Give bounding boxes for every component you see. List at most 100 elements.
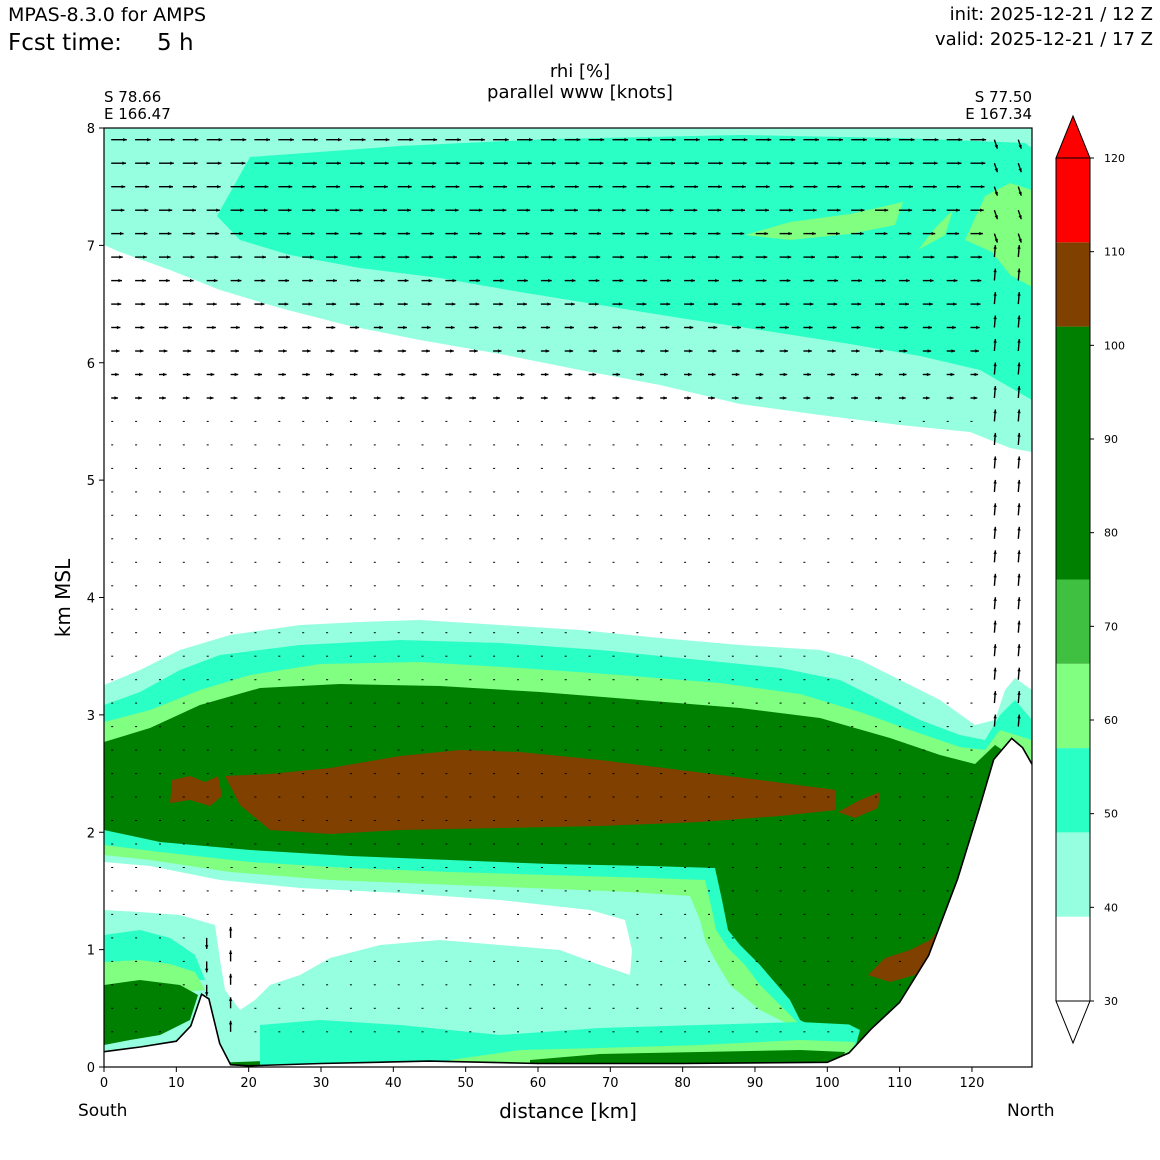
wind-vector: [612, 255, 625, 259]
wind-vector: [875, 138, 891, 142]
wind-vector: [564, 278, 576, 283]
wind-vector: [421, 208, 435, 212]
wind-vector: [898, 231, 912, 236]
wind-vector: [302, 278, 313, 283]
wind-vector: [779, 138, 796, 142]
wind-vector: [373, 138, 390, 142]
colorbar-frame: [1055, 157, 1091, 1002]
wind-vector: [373, 255, 386, 259]
wind-vector: [993, 432, 997, 445]
wind-vector: [946, 208, 960, 212]
wind-vector: [660, 138, 676, 142]
wind-vector: [851, 396, 858, 400]
wind-vector: [660, 396, 667, 400]
wind-vector: [731, 302, 742, 306]
wind-vector: [684, 278, 695, 283]
wind-vector: [851, 372, 859, 377]
wind-vector: [254, 372, 262, 377]
wind-vector: [684, 372, 692, 377]
wind-vector: [1017, 409, 1021, 422]
wind-vector: [779, 302, 790, 306]
wind-vector: [612, 185, 627, 189]
x-tick-label: 20: [240, 1076, 257, 1091]
wind-vector: [445, 349, 454, 353]
wind-vector: [779, 396, 787, 400]
colorbar-tick-label: 30: [1104, 995, 1118, 1008]
wind-vector: [660, 231, 673, 236]
wind-vector: [875, 396, 882, 400]
wind-vector: [946, 349, 956, 353]
wind-vector: [898, 255, 911, 259]
wind-vector: [182, 372, 191, 377]
wind-vector: [970, 231, 983, 236]
wind-vector: [206, 161, 222, 165]
wind-vector: [445, 325, 455, 330]
wind-vector: [206, 208, 220, 212]
wind-vector: [349, 302, 360, 306]
wind-vector: [373, 208, 387, 212]
wind-vector: [898, 185, 913, 189]
wind-vector: [326, 325, 336, 330]
wind-vector: [1017, 186, 1022, 196]
wind-vector: [397, 349, 407, 353]
wind-vector: [564, 372, 573, 377]
wind-vector: [612, 138, 629, 142]
colorbar-tick-label: 110: [1104, 246, 1125, 259]
wind-vector: [803, 396, 811, 400]
wind-vector: [946, 161, 962, 165]
wind-vector: [612, 161, 628, 165]
wind-vector: [517, 278, 528, 283]
wind-vector: [421, 325, 431, 330]
wind-vector: [1017, 315, 1021, 328]
rhi-band-60-upper-b: [918, 210, 953, 250]
wind-vector: [875, 161, 890, 165]
wind-vector: [993, 503, 997, 516]
wind-vector: [135, 138, 151, 142]
wind-vector: [875, 325, 885, 330]
wind-vector: [230, 349, 239, 353]
x-tick-label: 100: [815, 1076, 840, 1091]
wind-vector: [588, 372, 597, 377]
wind-vector: [493, 231, 506, 236]
wind-vector: [803, 349, 812, 353]
wind-vector: [564, 138, 581, 142]
wind-vector: [708, 208, 722, 212]
wind-vector: [493, 372, 501, 377]
wind-vector: [755, 255, 768, 259]
wind-vector: [660, 278, 671, 283]
wind-vector: [993, 233, 999, 243]
rhi-band-100-right: [838, 792, 880, 818]
wind-vector: [564, 208, 578, 212]
wind-vector: [540, 325, 551, 330]
wind-vector: [326, 278, 337, 283]
wind-vector: [993, 597, 997, 610]
x-tick-label: 40: [385, 1076, 402, 1091]
y-tick-label: 1: [87, 944, 95, 959]
wind-vector: [827, 372, 835, 377]
wind-vector: [469, 231, 482, 236]
wind-vector: [349, 138, 366, 142]
wind-vector: [875, 372, 883, 377]
wind-vector: [851, 185, 866, 189]
wind-vector: [1017, 526, 1021, 539]
wind-vector: [111, 302, 122, 306]
wind-vector: [803, 185, 818, 189]
wind-vector: [540, 372, 549, 377]
wind-vector: [588, 185, 603, 189]
wind-vector: [278, 231, 291, 236]
wind-vector: [397, 161, 413, 165]
wind-vector: [827, 255, 839, 259]
wind-vector: [1017, 503, 1021, 516]
wind-vector: [851, 278, 862, 283]
wind-vector: [827, 396, 835, 400]
wind-vector: [1017, 667, 1021, 680]
wind-vector: [612, 372, 621, 377]
wind-vector: [993, 162, 999, 173]
wind-vector: [278, 396, 286, 400]
valid-time: valid: 2025-12-21 / 17 Z: [935, 29, 1153, 50]
wind-vector: [135, 349, 144, 353]
wind-vector: [875, 208, 889, 212]
wind-vector: [684, 325, 694, 330]
wind-vector: [612, 325, 622, 330]
wind-vector: [708, 325, 718, 330]
